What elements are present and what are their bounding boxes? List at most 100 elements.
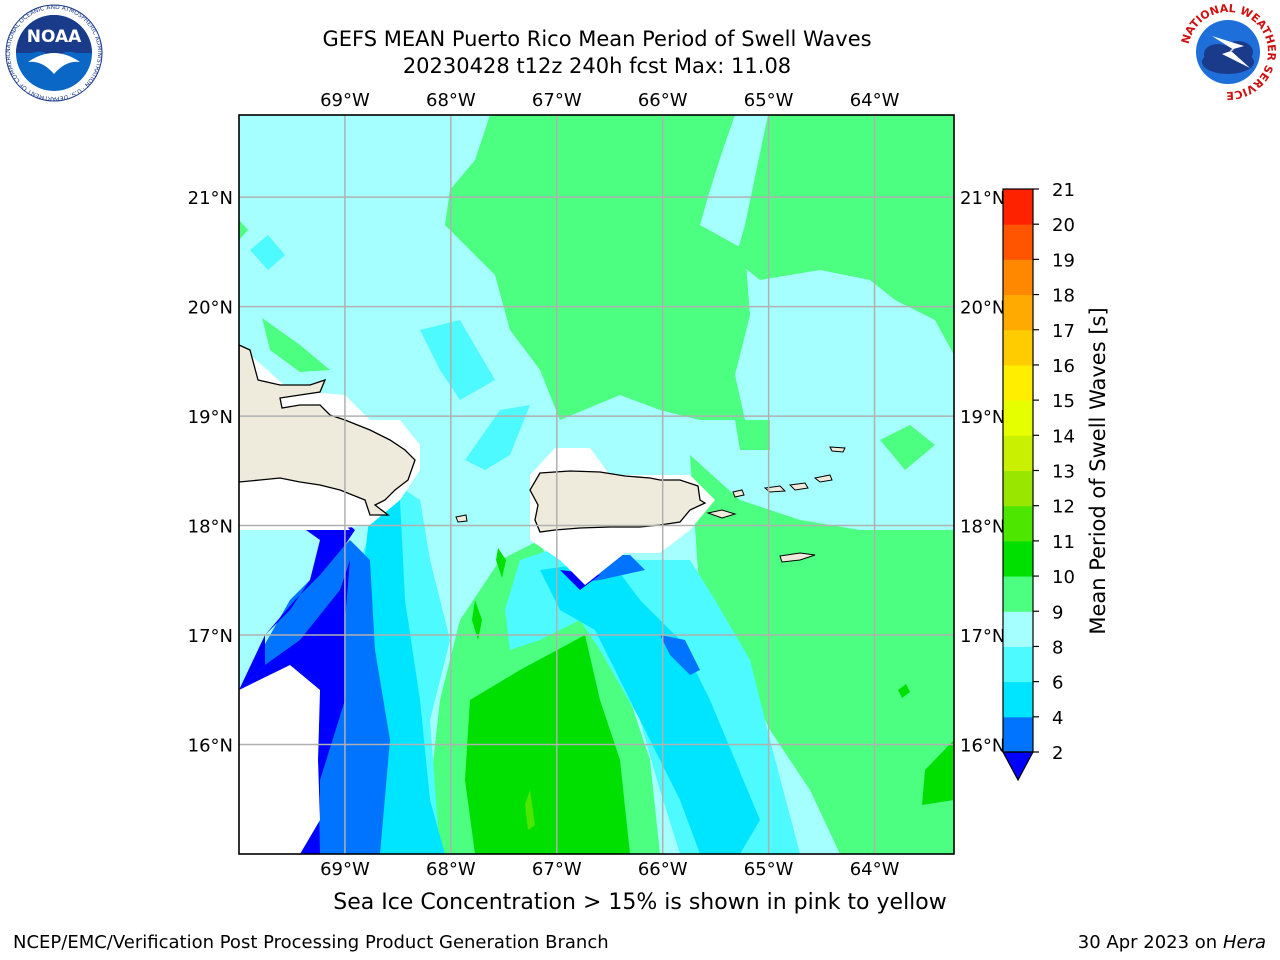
colorbar-segment xyxy=(1003,716,1033,753)
colorbar-segment xyxy=(1003,400,1033,436)
hispaniola-landmass xyxy=(239,344,416,516)
lon-label-bottom: 65°W xyxy=(744,859,794,880)
colorbar-tick-label: 18 xyxy=(1052,286,1075,307)
contour-9-10 xyxy=(735,115,954,355)
lat-label-left: 20°N xyxy=(188,298,233,319)
colorbar-under-arrow xyxy=(1001,751,1035,782)
lat-label-right: 17°N xyxy=(960,626,1005,647)
colorbar-segment xyxy=(1003,294,1033,331)
lat-label-left: 21°N xyxy=(188,188,233,209)
contour-10-11 xyxy=(472,600,482,640)
contour-9-10 xyxy=(239,220,248,240)
chart-subtitle-run: 20230428 t12z 240h fcst Max: 11.08 xyxy=(402,54,792,78)
chart-title: GEFS MEAN Puerto Rico Mean Period of Swe… xyxy=(322,27,872,51)
colorbar-tick-label: 9 xyxy=(1052,602,1063,623)
contour-under-2 xyxy=(239,560,350,854)
colorbar-tick-label: 21 xyxy=(1052,180,1075,201)
contour-11-12 xyxy=(525,790,535,830)
colorbar-segment xyxy=(1003,470,1033,507)
virgin-gorda-island xyxy=(813,474,833,483)
lon-label-bottom: 67°W xyxy=(532,859,582,880)
lon-label-bottom: 69°W xyxy=(320,859,370,880)
land-mask xyxy=(239,500,350,530)
nws-logo-icon: NATIONAL WEATHER SERVICE xyxy=(1179,2,1278,100)
colorbar-segment xyxy=(1003,611,1033,647)
map-frame xyxy=(238,114,955,855)
colorbar-tick-label: 20 xyxy=(1052,215,1075,236)
lat-label-right: 16°N xyxy=(960,736,1005,757)
colorbar-tick-label: 15 xyxy=(1052,391,1075,412)
colorbar-segment xyxy=(1003,224,1033,260)
contour-under-2 xyxy=(239,500,355,690)
colorbar: 2 4 6 8 9 10 11 12 13 14 15 16 17 18 19 20 21 xyxy=(1001,180,1075,782)
lat-label-right: 20°N xyxy=(960,298,1005,319)
contour-4-6 xyxy=(540,560,760,854)
lon-label-top: 64°W xyxy=(850,90,900,111)
lon-label-bottom: 66°W xyxy=(638,859,688,880)
axis-labels: 69°W 69°W 68°W 68°W 67°W 67°W 66°W 66°W 65°W 65°W… xyxy=(188,90,1006,880)
contour-9-10 xyxy=(690,455,954,854)
culebra-island xyxy=(732,489,745,498)
mona-island xyxy=(455,514,468,523)
colorbar-segment xyxy=(1003,540,1033,577)
colorbar-tick-label: 8 xyxy=(1052,637,1063,658)
contour-2-4 xyxy=(660,635,700,675)
colorbar-tick-label: 17 xyxy=(1052,321,1075,342)
colorbar-segment xyxy=(1003,364,1033,401)
colorbar-tick-label: 11 xyxy=(1052,532,1075,553)
contour-9-10 xyxy=(735,420,770,450)
colorbar-segment xyxy=(1003,259,1033,296)
colorbar-segment xyxy=(1003,435,1033,471)
lon-label-top: 68°W xyxy=(426,90,476,111)
noaa-logo-icon: NATIONAL OCEANIC AND ATMOSPHERIC ADMINIS… xyxy=(4,4,103,102)
lon-label-bottom: 68°W xyxy=(426,859,476,880)
contour-6-8 xyxy=(420,320,495,400)
colorbar-tick-label: 19 xyxy=(1052,250,1075,271)
colorbar-segment xyxy=(1003,329,1033,366)
tortola-island xyxy=(788,482,809,491)
contour-field xyxy=(239,115,954,854)
lat-label-right: 18°N xyxy=(960,517,1005,538)
noaa-logo-text: NOAA xyxy=(27,27,82,47)
contour-9-10 xyxy=(262,318,330,372)
colorbar-tick-label: 2 xyxy=(1052,743,1063,764)
contour-10-11 xyxy=(898,684,910,698)
vieques-island xyxy=(706,509,737,519)
lon-label-bottom: 64°W xyxy=(850,859,900,880)
colorbar-segment xyxy=(1003,189,1033,225)
lat-label-left: 16°N xyxy=(188,736,233,757)
lon-label-top: 67°W xyxy=(532,90,582,111)
colorbar-tick-label: 12 xyxy=(1052,497,1075,518)
contour-9-10 xyxy=(445,115,750,420)
colorbar-tick-label: 10 xyxy=(1052,567,1075,588)
footer-date-text: 30 Apr 2023 on xyxy=(1077,932,1223,953)
colorbar-label: Mean Period of Swell Waves [s] xyxy=(1086,307,1110,634)
contour-6-8 xyxy=(250,235,285,270)
colorbar-tick-label: 4 xyxy=(1052,708,1063,729)
footer-host: Hera xyxy=(1222,932,1266,953)
colorbar-segment xyxy=(1003,646,1033,683)
graticule xyxy=(239,115,954,854)
anegada-island xyxy=(829,446,846,453)
colorbar-segment xyxy=(1003,681,1033,718)
st-croix-island xyxy=(779,552,816,563)
lat-label-left: 17°N xyxy=(188,626,233,647)
land-mask xyxy=(239,665,320,854)
footer-branch: NCEP/EMC/Verification Post Processing Pr… xyxy=(13,932,609,953)
sea-ice-note: Sea Ice Concentration > 15% is shown in … xyxy=(333,890,947,915)
lon-label-top: 66°W xyxy=(638,90,688,111)
colorbar-segment xyxy=(1003,576,1033,612)
lat-label-left: 19°N xyxy=(188,407,233,428)
colorbar-segment xyxy=(1003,505,1033,542)
lat-label-right: 21°N xyxy=(960,188,1005,209)
colorbar-tick-label: 6 xyxy=(1052,673,1063,694)
colorbar-tick-label: 16 xyxy=(1052,356,1075,377)
lat-label-left: 18°N xyxy=(188,517,233,538)
colorbar-tick-label: 14 xyxy=(1052,426,1075,447)
lat-label-right: 19°N xyxy=(960,407,1005,428)
footer-date: 30 Apr 2023 on Hera xyxy=(1078,932,1266,953)
contour-9-10 xyxy=(880,425,935,470)
lon-label-top: 65°W xyxy=(744,90,794,111)
colorbar-tick-label: 13 xyxy=(1052,462,1075,483)
lon-label-top: 69°W xyxy=(320,90,370,111)
